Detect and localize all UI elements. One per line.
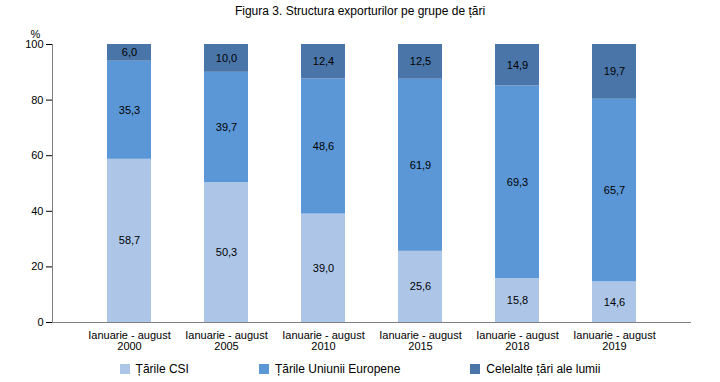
svg-text:Ianuarie - august2015: Ianuarie - august2015 [379,329,462,352]
svg-text:80: 80 [31,94,43,106]
svg-text:48,6: 48,6 [313,140,334,152]
svg-text:100: 100 [25,38,44,50]
svg-text:39,0: 39,0 [313,262,334,274]
svg-text:Ianuarie - august2019: Ianuarie - august2019 [573,329,656,352]
html-text:Țările CSI: Țările CSI [135,362,189,376]
svg-text:61,9: 61,9 [410,159,431,171]
svg-text:40: 40 [31,205,43,217]
svg-text:12,5: 12,5 [410,55,431,67]
svg-text:60: 60 [31,149,43,161]
html-text:Celelalte țări ale lumii: Celelalte țări ale lumii [486,362,601,376]
svg-text:19,7: 19,7 [604,65,625,77]
svg-text:69,3: 69,3 [507,176,528,188]
svg-text:14,6: 14,6 [604,296,625,308]
html-text:Țările Uniunii Europene: Țările Uniunii Europene [274,362,401,376]
svg-text:65,7: 65,7 [604,184,625,196]
svg-text:58,7: 58,7 [119,234,140,246]
svg-text:Ianuarie - august2018: Ianuarie - august2018 [476,329,559,352]
svg-text:35,3: 35,3 [119,104,140,116]
svg-text:Ianuarie - august2005: Ianuarie - august2005 [185,329,268,352]
svg-text:25,6: 25,6 [410,280,431,292]
svg-text:%: % [31,28,41,40]
svg-text:50,3: 50,3 [216,246,237,258]
svg-text:39,7: 39,7 [216,121,237,133]
svg-text:Ianuarie - august2010: Ianuarie - august2010 [282,329,365,352]
svg-text:Ianuarie - august2000: Ianuarie - august2000 [88,329,171,352]
svg-text:0: 0 [37,316,43,328]
svg-text:20: 20 [31,260,43,272]
html-text:Figura 3. Structura exporturil: Figura 3. Structura exporturilor pe grup… [234,4,486,18]
svg-text:10,0: 10,0 [216,52,237,64]
svg-text:6,0: 6,0 [122,46,137,58]
svg-text:14,9: 14,9 [507,59,528,71]
svg-text:12,4: 12,4 [313,55,334,67]
svg-text:15,8: 15,8 [507,294,528,306]
